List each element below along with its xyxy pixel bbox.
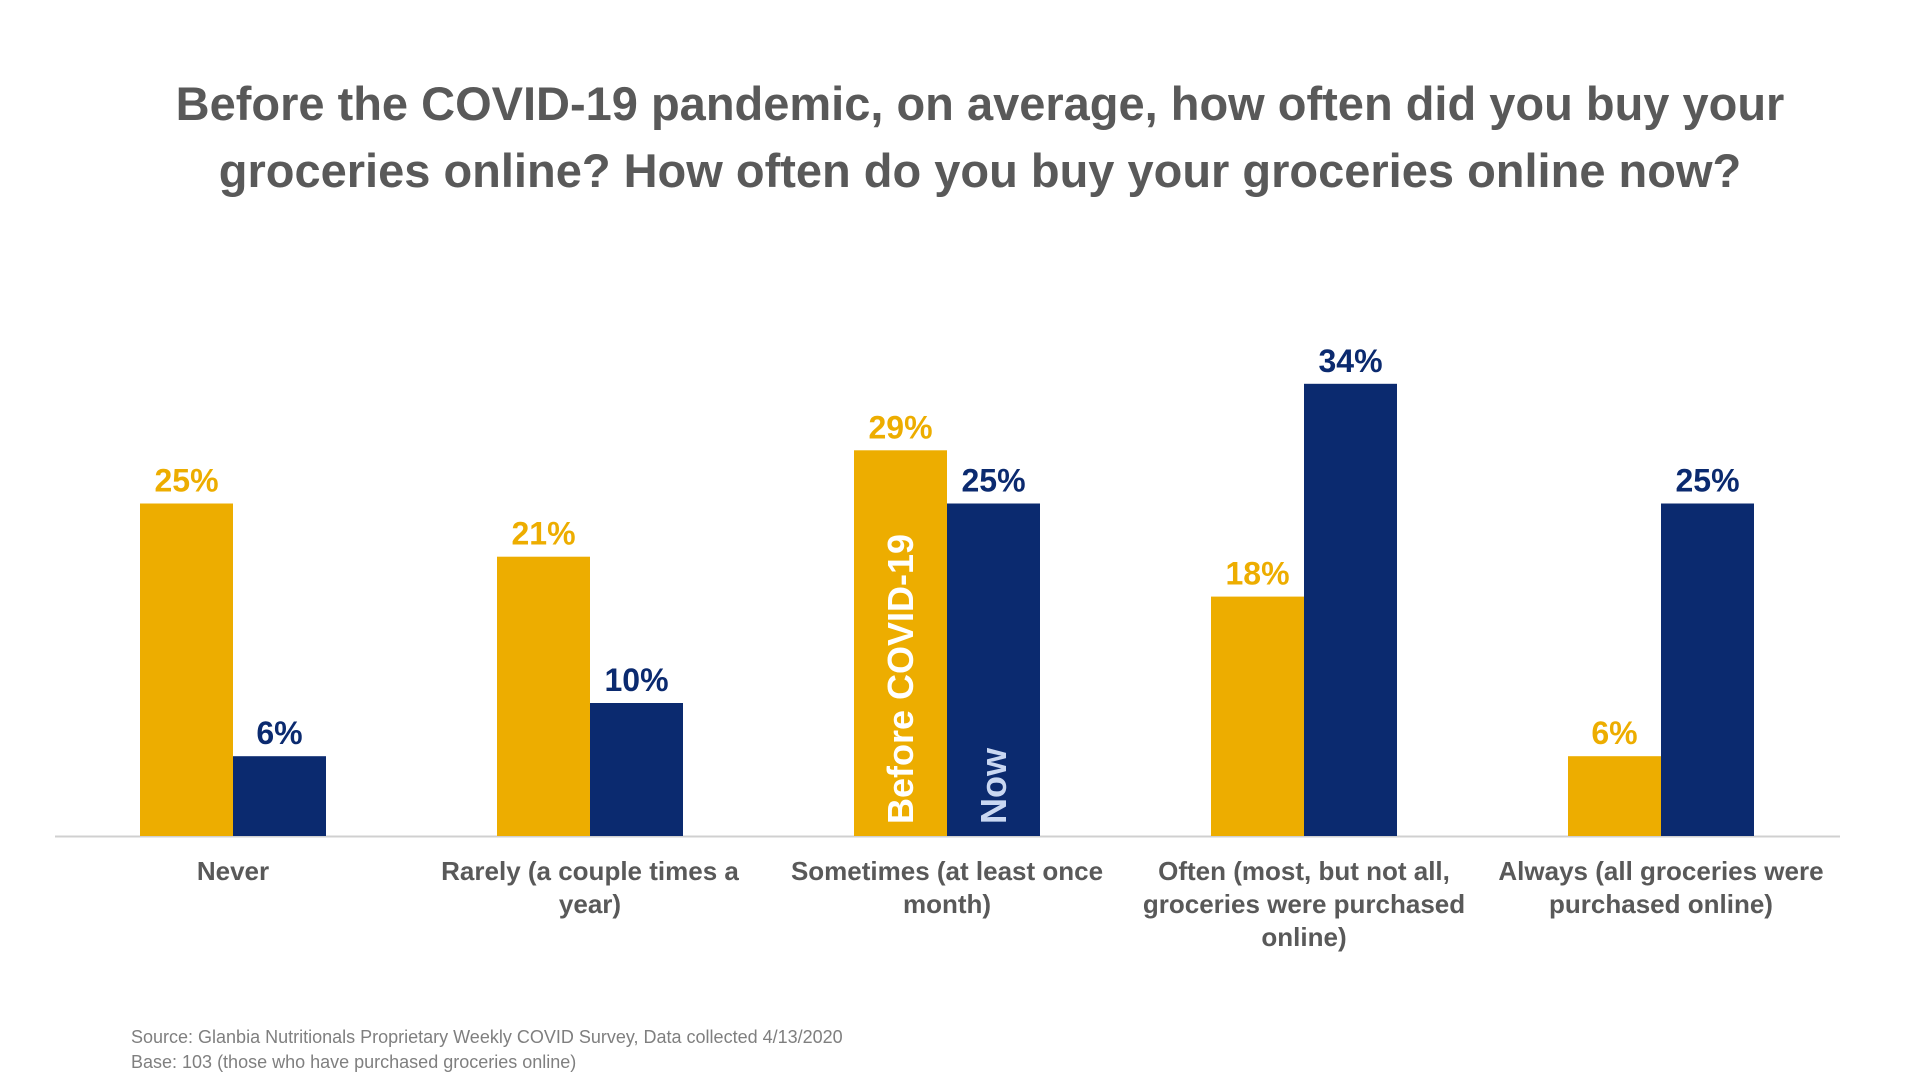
bar-before-1 xyxy=(497,556,590,836)
data-label-now-4: 25% xyxy=(1675,463,1739,499)
bar-before-2 xyxy=(854,450,947,836)
bar-now-1 xyxy=(590,703,683,836)
chart-footer: Source: Glanbia Nutritionals Proprietary… xyxy=(131,1025,843,1075)
data-label-before-3: 18% xyxy=(1225,556,1289,592)
data-label-now-1: 10% xyxy=(604,662,668,698)
data-label-before-1: 21% xyxy=(511,516,575,552)
bar-before-4 xyxy=(1568,756,1661,836)
data-label-now-3: 34% xyxy=(1318,343,1382,379)
legend-before-covid: Before COVID-19 xyxy=(880,534,921,824)
category-label-4-line-0: Always (all groceries were xyxy=(1498,856,1823,886)
data-label-before-2: 29% xyxy=(868,409,932,445)
bar-before-0 xyxy=(140,503,233,836)
bar-now-0 xyxy=(233,756,326,836)
category-label-3-line-2: online) xyxy=(1261,922,1346,952)
bar-now-2 xyxy=(947,503,1040,836)
category-label-0-line-0: Never xyxy=(197,856,269,886)
category-label-4-line-1: purchased online) xyxy=(1549,889,1773,919)
data-label-before-4: 6% xyxy=(1591,715,1637,751)
bar-now-4 xyxy=(1661,503,1754,836)
data-label-now-0: 6% xyxy=(256,715,302,751)
data-label-now-2: 25% xyxy=(961,463,1025,499)
chart-title: Before the COVID-19 pandemic, on average… xyxy=(175,77,1785,197)
category-label-3-line-0: Often (most, but not all, xyxy=(1158,856,1450,886)
bar-chart: 25% 21% 29% 18% 6% 6% 10% 25% 34% 25% Never Rarely … xyxy=(55,343,1840,952)
category-label-3-line-1: groceries were purchased xyxy=(1143,889,1465,919)
source-note: Source: Glanbia Nutritionals Proprietary… xyxy=(131,1027,843,1047)
category-label-1-line-0: Rarely (a couple times a xyxy=(441,856,739,886)
data-label-before-0: 25% xyxy=(154,463,218,499)
bar-before-3 xyxy=(1211,596,1304,836)
legend-now: Now xyxy=(973,747,1014,824)
category-label-2-line-1: month) xyxy=(903,889,991,919)
bar-now-3 xyxy=(1304,383,1397,836)
category-label-1-line-1: year) xyxy=(559,889,621,919)
category-label-2-line-0: Sometimes (at least once xyxy=(791,856,1103,886)
base-note: Base: 103 (those who have purchased groc… xyxy=(131,1052,577,1072)
